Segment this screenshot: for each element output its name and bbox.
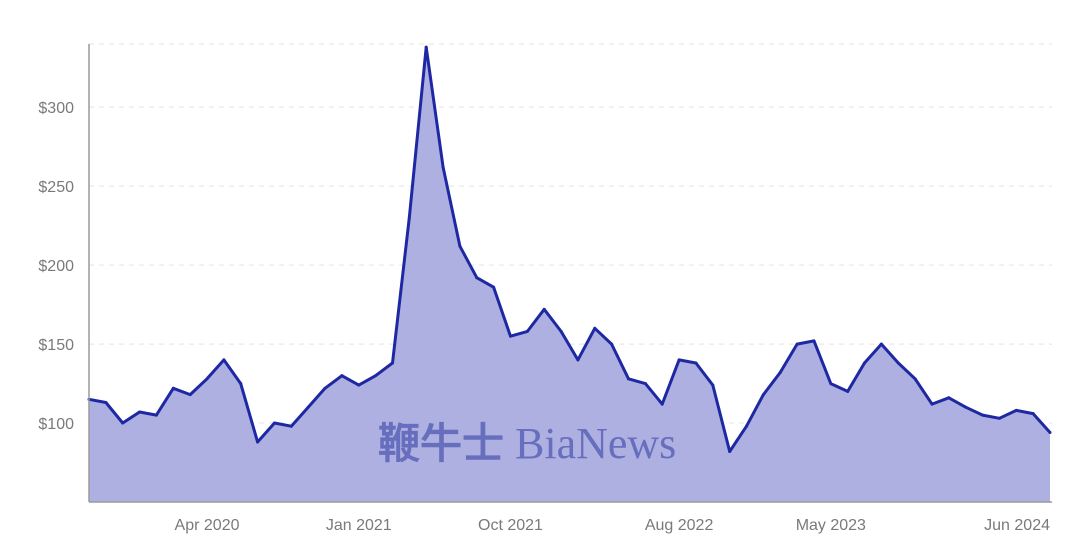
data-point [660, 402, 664, 406]
data-point [154, 413, 158, 417]
series-line [88, 45, 1052, 453]
data-point [374, 374, 378, 378]
data-point [745, 424, 749, 428]
y-tick-labels: $100 $150 $200 $250 $300 [38, 100, 74, 433]
data-point [778, 370, 782, 374]
data-point [795, 342, 799, 346]
data-point [390, 361, 394, 365]
data-point [947, 396, 951, 400]
data-point [306, 405, 310, 409]
x-tick-label: Jan 2021 [326, 517, 392, 534]
data-point [138, 410, 142, 414]
y-tick-label: $300 [38, 100, 74, 117]
data-points [87, 45, 1052, 453]
data-point [289, 424, 293, 428]
data-point [677, 358, 681, 362]
watermark-cn: 鞭牛士 [378, 419, 504, 468]
data-point [424, 45, 428, 49]
data-point [441, 165, 445, 169]
data-point [728, 449, 732, 453]
data-point [711, 383, 715, 387]
data-point [964, 405, 968, 409]
data-point [171, 386, 175, 390]
data-point [981, 413, 985, 417]
data-point [694, 361, 698, 365]
data-point [458, 244, 462, 248]
y-tick-label: $100 [38, 416, 74, 433]
data-point [340, 374, 344, 378]
data-point [256, 440, 260, 444]
data-point [357, 383, 361, 387]
series-area [89, 47, 1050, 502]
data-point [610, 342, 614, 346]
data-point [542, 307, 546, 311]
y-tick-label: $250 [38, 179, 74, 196]
x-tick-label: May 2023 [796, 517, 866, 534]
x-tick-label: Jun 2024 [984, 517, 1050, 534]
data-point [879, 342, 883, 346]
data-point [559, 329, 563, 333]
data-point [643, 382, 647, 386]
x-tick-label: Apr 2020 [175, 517, 240, 534]
data-point [492, 285, 496, 289]
data-point [188, 393, 192, 397]
data-point [846, 389, 850, 393]
series-area-fill [89, 47, 1050, 502]
data-point [1048, 431, 1052, 435]
data-point [272, 421, 276, 425]
data-point [829, 382, 833, 386]
data-point [913, 377, 917, 381]
data-point [576, 358, 580, 362]
data-point [525, 329, 529, 333]
x-tick-label: Oct 2021 [478, 517, 543, 534]
y-tick-label: $200 [38, 258, 74, 275]
data-point [1014, 408, 1018, 412]
series-line-layer [88, 45, 1052, 453]
data-point [812, 339, 816, 343]
data-point [896, 361, 900, 365]
data-point [205, 377, 209, 381]
data-point [475, 276, 479, 280]
x-tick-labels: Apr 2020 Jan 2021 Oct 2021 Aug 2022 May 2023… [175, 517, 1051, 534]
data-point [627, 377, 631, 381]
data-point [863, 361, 867, 365]
data-point [222, 358, 226, 362]
data-point [323, 386, 327, 390]
data-point [997, 416, 1001, 420]
data-point [121, 421, 125, 425]
watermark: 鞭牛士 BiaNews [378, 419, 676, 468]
data-point [761, 393, 765, 397]
x-tick-label: Aug 2022 [645, 517, 714, 534]
data-point [239, 382, 243, 386]
data-point [104, 401, 108, 405]
y-tick-label: $150 [38, 337, 74, 354]
data-point [407, 216, 411, 220]
watermark-en: BiaNews [515, 419, 676, 468]
data-point [508, 334, 512, 338]
data-point [593, 326, 597, 330]
data-point [930, 402, 934, 406]
data-point [1031, 412, 1035, 416]
